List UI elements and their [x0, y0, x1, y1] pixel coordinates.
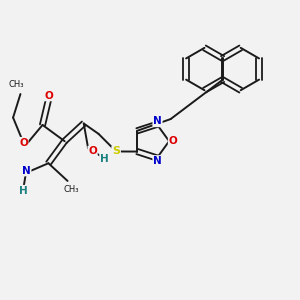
- Text: CH₃: CH₃: [63, 185, 79, 194]
- Text: CH₃: CH₃: [8, 80, 24, 89]
- Text: N: N: [153, 156, 162, 166]
- Text: H: H: [100, 154, 109, 164]
- Text: H: H: [19, 186, 28, 196]
- Text: S: S: [112, 146, 120, 157]
- Text: O: O: [88, 146, 97, 157]
- Text: O: O: [44, 91, 53, 100]
- Text: N: N: [22, 166, 31, 176]
- Text: O: O: [169, 136, 177, 146]
- Text: N: N: [153, 116, 162, 126]
- Text: O: O: [19, 138, 28, 148]
